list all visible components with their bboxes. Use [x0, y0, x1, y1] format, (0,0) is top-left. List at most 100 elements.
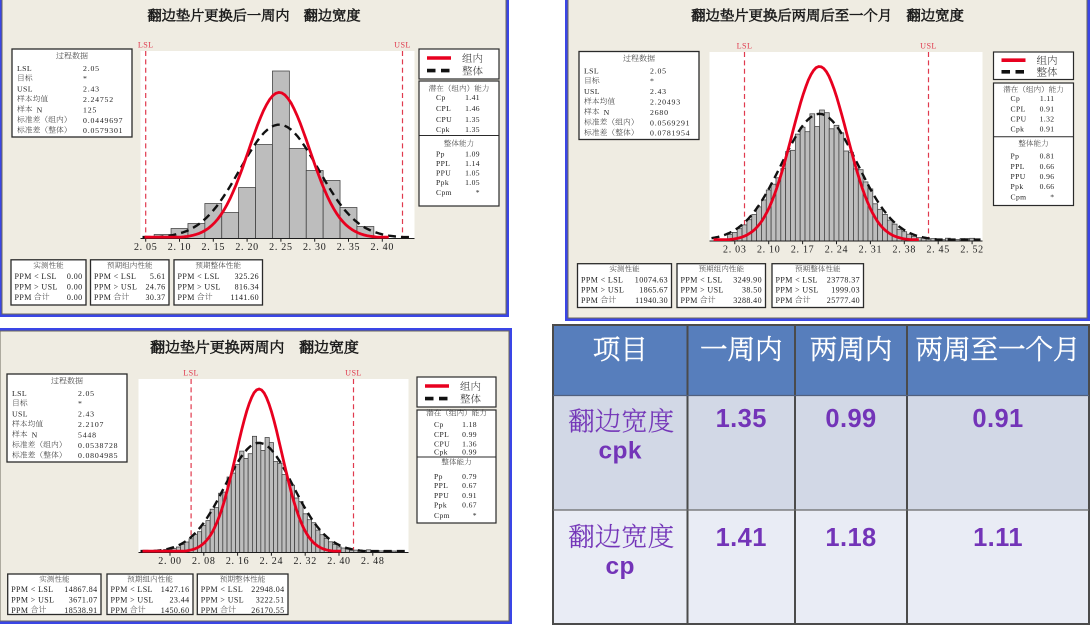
- svg-text:23778.37: 23778.37: [827, 275, 860, 284]
- svg-text:Ppk: Ppk: [434, 501, 447, 510]
- svg-text:125: 125: [83, 105, 97, 114]
- svg-text:CPU: CPU: [434, 439, 450, 448]
- svg-text:CPL: CPL: [434, 430, 449, 439]
- svg-text:PPM < LSL: PPM < LSL: [776, 275, 818, 284]
- svg-text:18538.91: 18538.91: [64, 606, 97, 615]
- svg-text:2.43: 2.43: [650, 87, 667, 96]
- svg-text:*: *: [650, 77, 655, 86]
- svg-text:1.11: 1.11: [973, 524, 1023, 552]
- svg-text:0.67: 0.67: [462, 481, 477, 490]
- svg-text:2.05: 2.05: [83, 64, 100, 73]
- svg-text:PPM: PPM: [201, 606, 218, 615]
- svg-text:1.05: 1.05: [465, 178, 480, 187]
- svg-text:Cpk: Cpk: [434, 448, 448, 457]
- svg-text:3249.90: 3249.90: [733, 275, 762, 284]
- svg-text:0.0449697: 0.0449697: [83, 116, 123, 125]
- svg-text:2. 10: 2. 10: [168, 242, 192, 253]
- svg-text:1.35: 1.35: [716, 405, 767, 433]
- svg-text:1.09: 1.09: [465, 150, 480, 159]
- svg-text:2. 24: 2. 24: [260, 556, 284, 567]
- svg-text:38.50: 38.50: [742, 286, 762, 295]
- svg-text:CPL: CPL: [1011, 104, 1026, 113]
- svg-text:1865.67: 1865.67: [639, 286, 668, 295]
- svg-text:2680: 2680: [650, 108, 669, 117]
- svg-text:0.99: 0.99: [462, 430, 477, 439]
- svg-text:2. 40: 2. 40: [327, 556, 351, 567]
- svg-text:USL: USL: [12, 410, 28, 419]
- svg-text:2.24752: 2.24752: [83, 95, 114, 104]
- svg-text:0.0538728: 0.0538728: [78, 441, 118, 450]
- svg-text:0.0804985: 0.0804985: [78, 451, 118, 460]
- svg-text:2. 20: 2. 20: [235, 242, 259, 253]
- svg-text:1450.60: 1450.60: [161, 606, 190, 615]
- svg-text:PPM < LSL: PPM < LSL: [11, 585, 53, 594]
- svg-text:2. 05: 2. 05: [134, 242, 158, 253]
- svg-text:0.66: 0.66: [1040, 162, 1055, 171]
- svg-text:Cpm: Cpm: [1011, 192, 1027, 201]
- svg-text:PPU: PPU: [436, 169, 451, 178]
- svg-text:1.14: 1.14: [465, 159, 480, 168]
- svg-text:1.18: 1.18: [462, 420, 477, 429]
- svg-text:*: *: [78, 399, 83, 408]
- svg-text:*: *: [473, 511, 477, 520]
- svg-text:1.46: 1.46: [465, 104, 480, 113]
- svg-text:PPU: PPU: [1011, 172, 1026, 181]
- svg-text:Pp: Pp: [436, 150, 445, 159]
- svg-text:CPL: CPL: [436, 104, 451, 113]
- svg-text:2. 00: 2. 00: [158, 556, 182, 567]
- svg-text:Ppk: Ppk: [1011, 182, 1024, 191]
- svg-text:3671.07: 3671.07: [69, 596, 98, 605]
- svg-text:0.00: 0.00: [67, 272, 83, 281]
- svg-text:Pp: Pp: [434, 472, 443, 481]
- svg-text:25777.40: 25777.40: [827, 296, 860, 305]
- svg-text:2. 45: 2. 45: [926, 245, 950, 256]
- svg-text:2. 31: 2. 31: [859, 245, 883, 256]
- svg-text:2. 03: 2. 03: [723, 245, 747, 256]
- svg-text:0.79: 0.79: [462, 472, 477, 481]
- svg-text:1.41: 1.41: [465, 93, 480, 102]
- svg-text:PPM < LSL: PPM < LSL: [201, 585, 243, 594]
- svg-text:LSL: LSL: [584, 66, 599, 75]
- svg-text:PPM: PPM: [15, 293, 32, 302]
- svg-text:PPL: PPL: [434, 481, 448, 490]
- svg-text:Cp: Cp: [1011, 94, 1021, 103]
- svg-text:LSL: LSL: [138, 41, 154, 50]
- svg-text:2. 48: 2. 48: [361, 556, 385, 567]
- svg-text:USL: USL: [920, 42, 937, 51]
- svg-text:N: N: [604, 108, 610, 117]
- svg-text:2. 24: 2. 24: [825, 245, 849, 256]
- svg-text:2. 35: 2. 35: [337, 242, 361, 253]
- svg-text:*: *: [83, 74, 88, 83]
- svg-text:LSL: LSL: [17, 64, 32, 73]
- svg-text:PPM: PPM: [11, 606, 28, 615]
- svg-text:2. 15: 2. 15: [202, 242, 226, 253]
- svg-text:2.2107: 2.2107: [78, 420, 104, 429]
- svg-text:USL: USL: [584, 87, 600, 96]
- svg-text:*: *: [1050, 192, 1054, 201]
- svg-text:PPM > USL: PPM > USL: [681, 286, 724, 295]
- svg-text:1999.03: 1999.03: [831, 286, 860, 295]
- svg-text:PPM < LSL: PPM < LSL: [581, 275, 623, 284]
- svg-text:cp: cp: [605, 553, 634, 580]
- svg-text:22948.04: 22948.04: [251, 585, 284, 594]
- svg-text:PPM: PPM: [111, 606, 128, 615]
- svg-text:Cp: Cp: [436, 93, 446, 102]
- svg-text:PPM < LSL: PPM < LSL: [111, 585, 153, 594]
- svg-text:1141.60: 1141.60: [230, 293, 259, 302]
- svg-text:PPL: PPL: [436, 159, 450, 168]
- svg-text:325.26: 325.26: [235, 272, 259, 281]
- svg-text:1.05: 1.05: [465, 169, 480, 178]
- svg-text:LSL: LSL: [183, 369, 199, 378]
- svg-text:PPM > USL: PPM > USL: [776, 286, 819, 295]
- svg-text:0.91: 0.91: [1040, 125, 1055, 134]
- svg-text:0.91: 0.91: [462, 491, 477, 500]
- svg-text:11940.30: 11940.30: [635, 296, 668, 305]
- svg-text:LSL: LSL: [737, 42, 753, 51]
- svg-text:PPM: PPM: [681, 296, 698, 305]
- svg-text:1.35: 1.35: [465, 125, 480, 134]
- svg-text:PPM > USL: PPM > USL: [201, 596, 244, 605]
- svg-text:2.05: 2.05: [78, 389, 95, 398]
- svg-text:CPU: CPU: [1011, 115, 1027, 124]
- svg-text:0.99: 0.99: [462, 448, 477, 457]
- svg-text:PPM: PPM: [178, 293, 195, 302]
